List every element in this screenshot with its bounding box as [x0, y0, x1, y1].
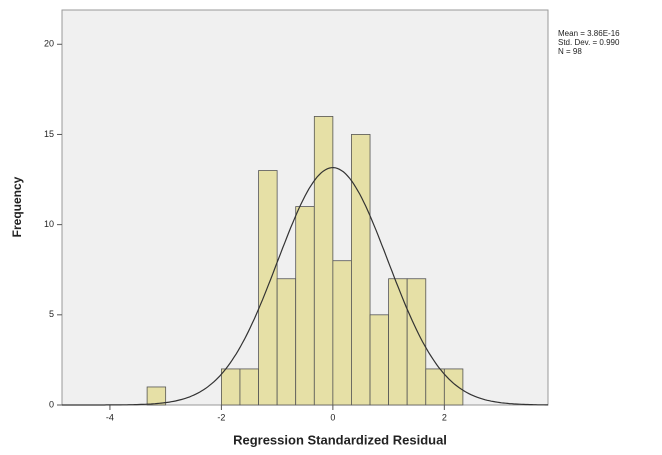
bar: [351, 134, 370, 405]
y-tick-label: 10: [44, 219, 54, 229]
y-tick-label: 20: [44, 39, 54, 49]
bar: [333, 261, 352, 405]
bar: [389, 279, 408, 405]
bar: [221, 369, 240, 405]
bar: [147, 387, 166, 405]
stats-label: Std. Dev. = 0.990: [558, 38, 620, 47]
page: {"chart_data": {"type": "histogram", "x_…: [0, 0, 662, 455]
x-tick-label: 2: [442, 412, 447, 422]
y-tick-label: 15: [44, 129, 54, 139]
bar: [314, 116, 333, 405]
x-axis-label: Regression Standardized Residual: [233, 432, 447, 447]
bar: [296, 207, 315, 405]
x-tick-label: -2: [217, 412, 225, 422]
y-tick-label: 0: [49, 399, 54, 409]
bar: [240, 369, 259, 405]
stats-label: Mean = 3.86E-16: [558, 29, 620, 38]
x-tick-label: -4: [106, 412, 114, 422]
y-axis-label: Frequency: [10, 176, 24, 237]
stats-label: N = 98: [558, 47, 582, 56]
x-tick-label: 0: [330, 412, 335, 422]
y-tick-label: 5: [49, 309, 54, 319]
bar: [370, 315, 389, 405]
chart: Regression Standardized Residual Frequen…: [0, 0, 662, 455]
bar: [444, 369, 463, 405]
bar: [426, 369, 445, 405]
bar: [277, 279, 296, 405]
